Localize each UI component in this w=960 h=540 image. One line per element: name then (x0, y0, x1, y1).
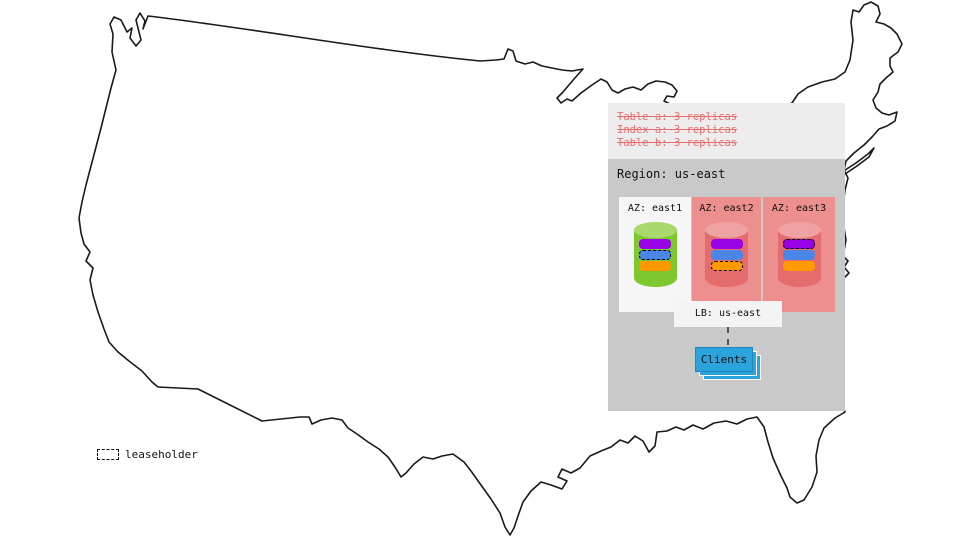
zone-config-line-table-a: Table a: 3 replicas (617, 111, 738, 123)
replica-orange-east2-leaseholder (710, 261, 743, 271)
region-title: Region: us-east (617, 167, 726, 181)
long-island-outline (841, 147, 875, 175)
replica-orange-east3 (783, 261, 815, 271)
az-box-east1: AZ: east1 (619, 197, 691, 312)
us-continental-outline (78, 1, 903, 536)
zone-config-line-index-a: Index a: 3 replicas (617, 124, 738, 136)
lb-clients-dashed-connector (727, 327, 729, 345)
db-node-cylinder-top-east3 (777, 222, 821, 238)
az-box-east2: AZ: east2 (692, 197, 761, 312)
az-label-east2: AZ: east2 (699, 203, 754, 214)
zone-config-line-table-b: Table b: 3 replicas (617, 137, 738, 149)
zone-config-note: Table a: 3 replicas Index a: 3 replicas … (608, 103, 845, 159)
db-node-cylinder-top-east2 (705, 222, 748, 238)
replica-blue-east1-leaseholder (639, 250, 671, 260)
replica-blue-east3 (783, 250, 815, 260)
clients-box: Clients (695, 347, 753, 372)
db-node-cylinder-top-east1 (633, 222, 677, 238)
us-map-path-group (78, 1, 903, 536)
region-panel: Table a: 3 replicas Index a: 3 replicas … (608, 103, 845, 411)
clients-stack: Clients (695, 347, 761, 380)
replica-blue-east2 (710, 250, 743, 260)
db-node-cylinder-east2 (705, 222, 748, 287)
db-node-cylinder-east1 (633, 222, 677, 287)
replica-purple-east3-leaseholder (783, 239, 815, 249)
replica-purple-east1 (639, 239, 671, 249)
leaseholder-legend: leaseholder (97, 448, 198, 461)
az-box-east3: AZ: east3 (763, 197, 835, 312)
region-body: Region: us-east (608, 159, 845, 411)
db-node-cylinder-east3 (777, 222, 821, 287)
az-label-east1: AZ: east1 (627, 203, 683, 214)
load-balancer-box: LB: us-east (674, 301, 782, 327)
replica-purple-east2 (710, 239, 743, 249)
leaseholder-swatch-icon (97, 449, 119, 460)
leaseholder-legend-label: leaseholder (125, 448, 198, 461)
replica-orange-east1 (639, 261, 671, 271)
az-label-east3: AZ: east3 (771, 203, 827, 214)
